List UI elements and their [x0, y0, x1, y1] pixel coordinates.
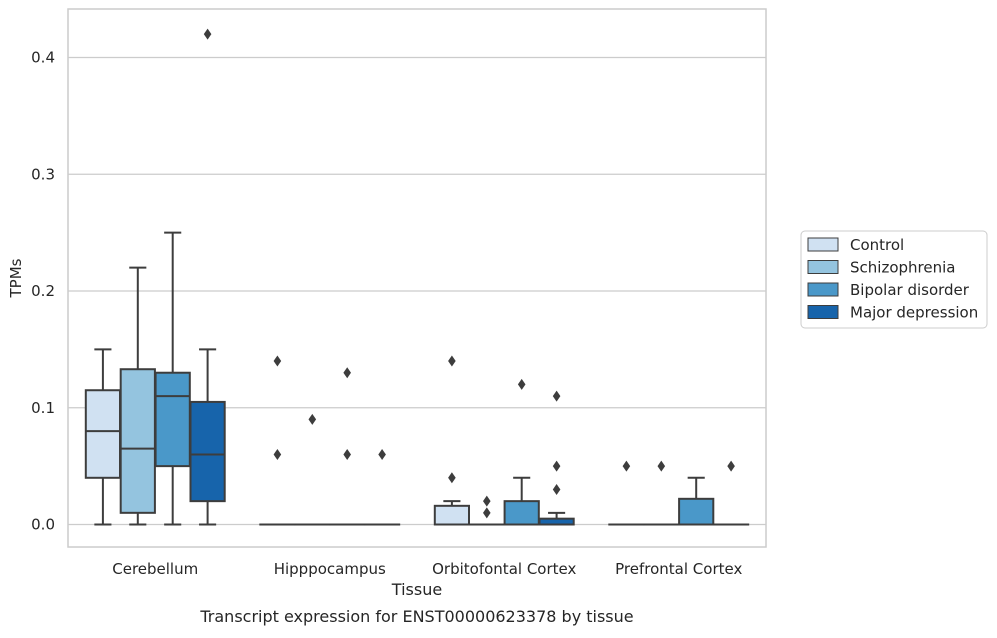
legend-label-bipolar-disorder: Bipolar disorder	[850, 281, 970, 299]
x-tick-label: Prefrontal Cortex	[615, 560, 742, 578]
legend-swatch-major-depression	[808, 306, 838, 319]
y-tick-label: 0.0	[31, 516, 55, 534]
legend-swatch-control	[808, 238, 838, 251]
y-tick-label: 0.1	[31, 399, 55, 417]
box-iqr	[121, 369, 155, 513]
box-iqr	[156, 373, 190, 466]
legend-label-control: Control	[850, 236, 904, 254]
box-iqr	[505, 501, 539, 524]
y-tick-label: 0.2	[31, 282, 55, 300]
y-tick-label: 0.4	[31, 49, 55, 67]
chart-title: Transcript expression for ENST0000062337…	[199, 607, 633, 626]
x-axis-label: Tissue	[391, 580, 442, 599]
legend-swatch-bipolar-disorder	[808, 283, 838, 296]
legend-label-major-depression: Major depression	[850, 304, 978, 322]
box-iqr	[190, 402, 224, 501]
legend-swatch-schizophrenia	[808, 261, 838, 274]
y-tick-label: 0.3	[31, 165, 55, 183]
x-tick-label: Cerebellum	[112, 560, 198, 578]
legend-label-schizophrenia: Schizophrenia	[850, 259, 955, 277]
x-tick-label: Orbitofontal Cortex	[432, 560, 576, 578]
legend: Control Schizophrenia Bipolar disorder Majo…	[801, 231, 987, 328]
box-iqr	[679, 499, 713, 525]
box-iqr	[435, 506, 469, 525]
box-iqr	[86, 390, 120, 478]
y-axis-label: TPMs	[7, 258, 25, 298]
x-tick-label: Hipppocampus	[274, 560, 386, 578]
